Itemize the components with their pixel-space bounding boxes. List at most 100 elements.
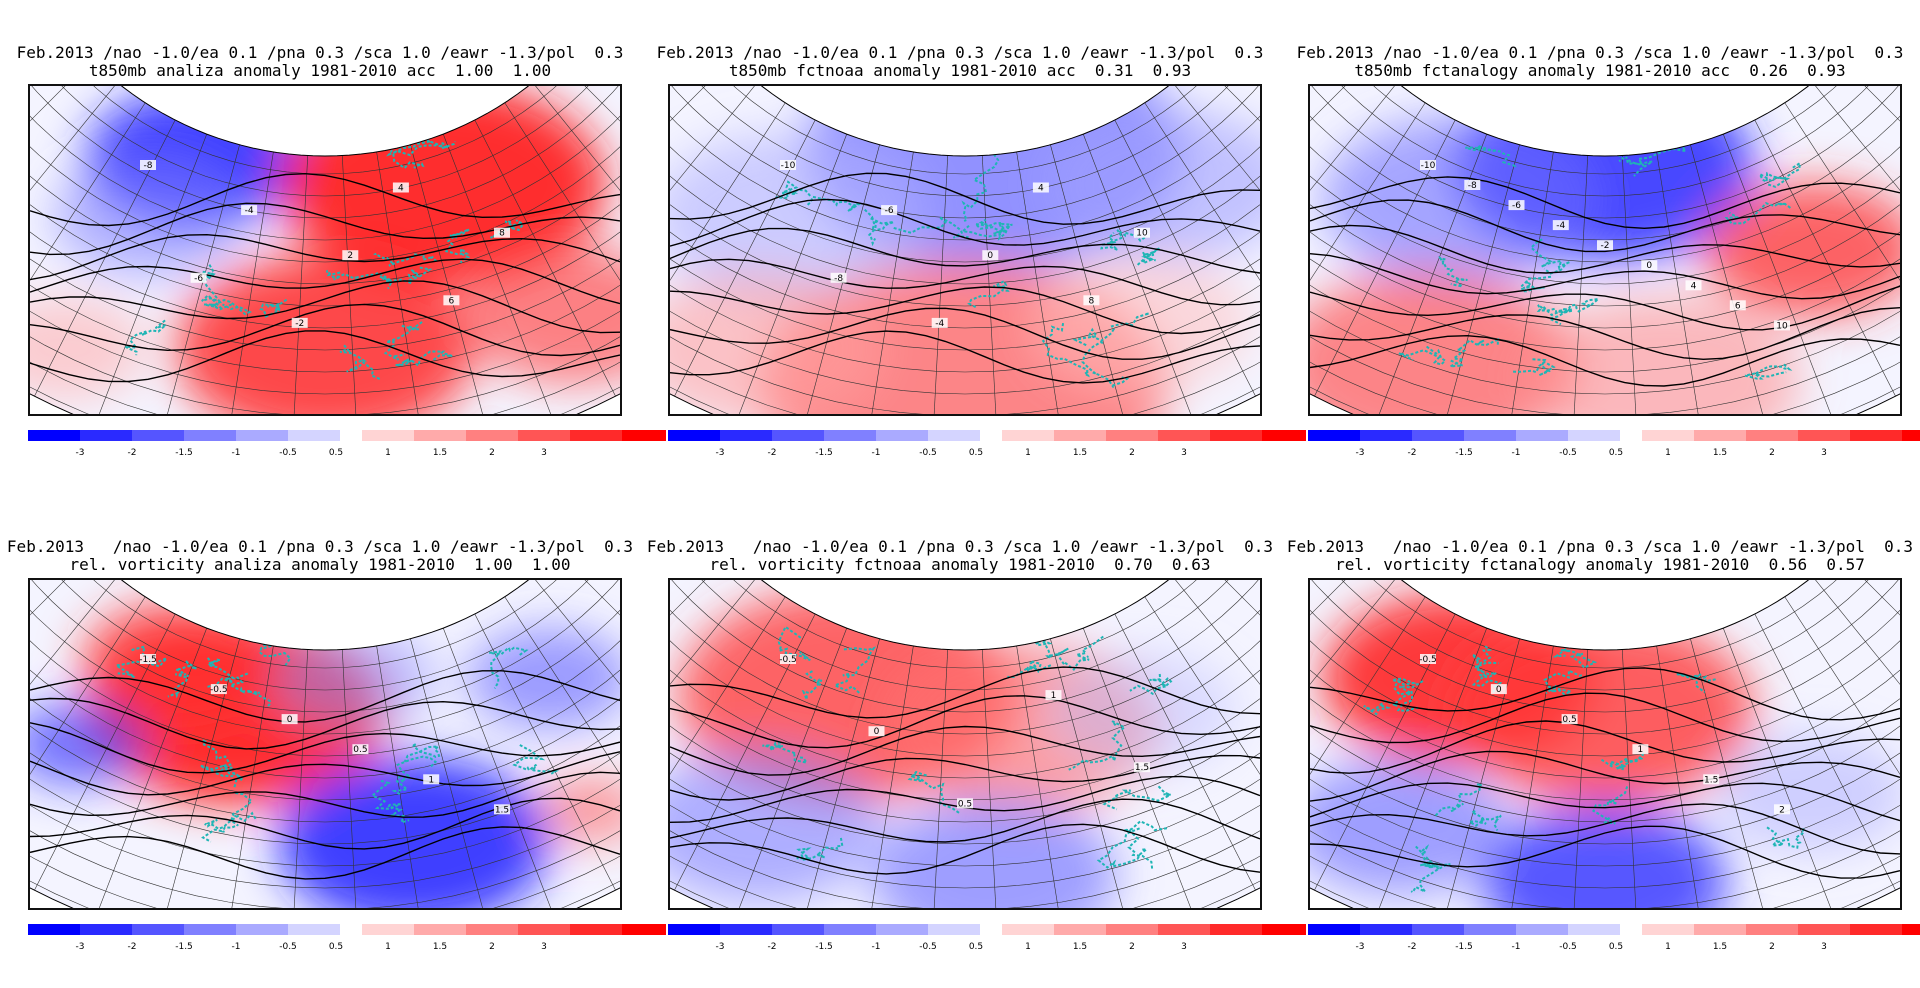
colorbar-swatch xyxy=(1054,924,1106,935)
panel-title-line2: rel. vorticity fctnoaa anomaly 1981-2010… xyxy=(709,555,1211,574)
colorbar-swatch xyxy=(668,924,720,935)
contour-line xyxy=(30,233,620,281)
anomaly-blob xyxy=(1528,295,1800,414)
colorbar-tick-label: -3 xyxy=(75,448,85,458)
meridian-line xyxy=(442,133,562,414)
contour-line xyxy=(30,722,620,774)
parallel-line xyxy=(670,580,1260,779)
colorbar-swatch xyxy=(518,924,570,935)
colorbar-swatch xyxy=(288,430,340,441)
contour-line xyxy=(1310,692,1900,744)
contour-line xyxy=(670,798,1260,843)
colorbar-swatch xyxy=(340,924,362,935)
meridian-line xyxy=(504,596,620,874)
colorbar-tick-label: -0.5 xyxy=(1559,942,1577,952)
parallel-line xyxy=(670,86,1260,395)
coastline xyxy=(1415,844,1441,870)
parallel-line xyxy=(1310,86,1900,285)
contour-line xyxy=(670,330,1260,384)
meridian-line xyxy=(341,649,360,908)
parallel-line xyxy=(1310,580,1900,669)
colorbar-tick-label: -0.5 xyxy=(279,942,297,952)
contour-label: 1.5 xyxy=(1704,775,1718,785)
parallel-line xyxy=(30,580,620,801)
colorbar-swatch xyxy=(1902,924,1920,935)
coastline xyxy=(1552,647,1598,669)
meridian-line xyxy=(474,613,620,908)
meridian-line xyxy=(153,144,240,414)
panel-title-line2: t850mb fctanalogy anomaly 1981-2010 acc … xyxy=(1354,61,1846,80)
parallel-line xyxy=(30,580,620,823)
coastline xyxy=(391,755,438,796)
contour-line xyxy=(670,695,1260,749)
coastline xyxy=(1410,856,1451,894)
coastline xyxy=(199,763,237,778)
parallel-line xyxy=(1310,580,1900,779)
contour-line xyxy=(30,330,620,383)
coastline xyxy=(1560,297,1602,314)
colorbar-swatch xyxy=(1620,430,1642,441)
meridian-line xyxy=(861,645,914,908)
colorbar-swatch xyxy=(362,924,414,935)
meridian-line xyxy=(290,649,309,908)
colorbar-swatch xyxy=(1798,924,1850,935)
parallel-line xyxy=(30,580,620,845)
colorbar-tick-label: -2 xyxy=(1407,448,1417,458)
meridian-line xyxy=(670,102,786,380)
meridian-line xyxy=(30,580,118,834)
meridian-line xyxy=(532,580,620,834)
colorbar-tick-label: -1 xyxy=(231,448,241,458)
coastline xyxy=(960,218,1007,238)
colorbar-tick-label: -2 xyxy=(1407,942,1417,952)
colorbar-tick-label: 1.5 xyxy=(1712,942,1728,952)
colorbar-swatch xyxy=(1158,430,1210,441)
contour-label: -10 xyxy=(1421,161,1436,171)
meridian-line xyxy=(1754,613,1900,908)
panel-title-line1: Feb.2013 /nao -1.0/ea 0.1 /pna 0.3 /sca … xyxy=(6,537,634,556)
coastline xyxy=(444,228,471,264)
colorbar: -3 -2 -1.5 -1 -0.5 0.5 1 1.5 2 3 xyxy=(1308,430,1920,470)
contour-label: 0 xyxy=(1646,261,1652,271)
contour-label: -6 xyxy=(194,274,203,284)
colorbar-swatch xyxy=(772,430,824,441)
contour-label: 1 xyxy=(428,775,434,785)
coastline xyxy=(1543,669,1583,696)
colorbar-swatch xyxy=(928,924,980,935)
parallel-line xyxy=(30,86,620,395)
parallel-line xyxy=(670,580,1260,735)
colorbar-swatch xyxy=(772,924,824,935)
anomaly-blob xyxy=(1310,757,1508,895)
colorbar-swatch xyxy=(1694,430,1746,441)
contour-line xyxy=(670,172,1260,225)
meridian-line xyxy=(1722,627,1842,908)
contour-label: -8 xyxy=(1468,181,1477,191)
parallel-line xyxy=(670,86,1260,285)
colorbar-tick-label: -3 xyxy=(1355,942,1365,952)
contour-label: 0.5 xyxy=(353,745,367,755)
colorbar-tick-label: -1 xyxy=(231,942,241,952)
coastline xyxy=(386,138,457,157)
anomaly-map: -8 -6 -4 -2 2 4 6 8 xyxy=(30,86,620,414)
parallel-line xyxy=(670,580,1260,889)
meridian-line xyxy=(793,638,880,908)
colorbar-swatch xyxy=(362,430,414,441)
coastline xyxy=(777,625,811,662)
contour-label: 10 xyxy=(1776,321,1788,331)
colorbar-tick-label: 1 xyxy=(1665,448,1671,458)
meridian-line xyxy=(1172,580,1260,834)
anomaly-map: -1.5 -0.5 0 0.5 1 1.5 xyxy=(30,580,620,908)
panel-title-line1: Feb.2013 /nao -1.0/ea 0.1 /pna 0.3 /sca … xyxy=(16,43,624,62)
meridian-line xyxy=(670,86,732,293)
colorbar-tick-label: 2 xyxy=(489,942,495,952)
contour-line xyxy=(670,286,1260,335)
colorbar-swatch xyxy=(1620,924,1642,935)
colorbar: -3 -2 -1.5 -1 -0.5 0.5 1 1.5 2 3 xyxy=(28,430,666,470)
meridian-line xyxy=(1784,102,1900,380)
anomaly-blob xyxy=(872,798,1117,908)
parallel-line xyxy=(30,86,620,175)
meridian-line xyxy=(1570,649,1589,908)
coastline xyxy=(762,741,809,765)
map-frame: -0.5 0 0.5 1 1.5 xyxy=(668,578,1262,910)
colorbar-swatch xyxy=(1516,924,1568,935)
colorbar-tick-label: 1.5 xyxy=(1712,448,1728,458)
